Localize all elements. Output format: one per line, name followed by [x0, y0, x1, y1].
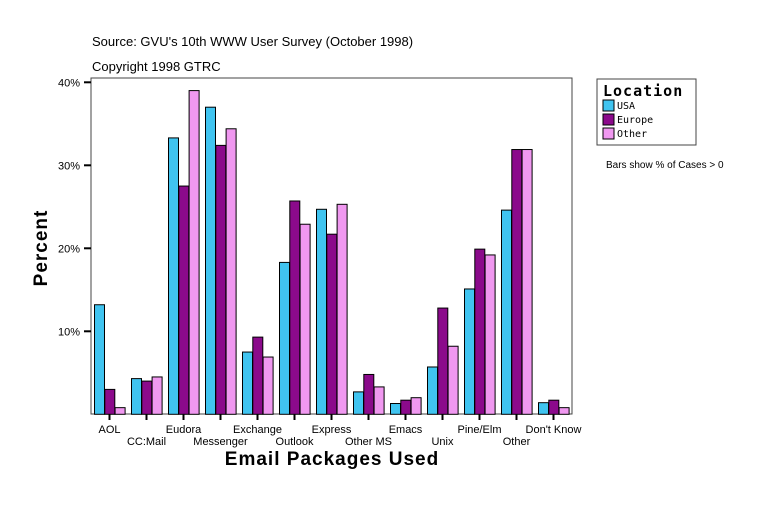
legend-swatch-europe [602, 113, 615, 126]
bar-other-0 [114, 407, 126, 415]
bar-usa-5 [279, 261, 290, 415]
bar-europe-2 [178, 185, 190, 415]
bar-usa-8 [390, 403, 401, 415]
legend-label: USA [617, 101, 635, 112]
bar-usa-3 [205, 106, 216, 415]
bar-usa-1 [131, 378, 142, 415]
bar-europe-12 [548, 399, 560, 415]
bar-other-9 [447, 345, 459, 415]
bar-other-3 [225, 128, 237, 415]
bar-usa-2 [168, 137, 179, 415]
legend-label: Europe [617, 115, 653, 126]
bar-europe-4 [252, 336, 264, 415]
bar-europe-10 [474, 248, 486, 415]
y-axis-title: Percent [31, 210, 52, 287]
x-tick-label: Eudora [166, 424, 202, 436]
bar-other-8 [410, 397, 422, 415]
x-tick-label: CC:Mail [127, 436, 166, 448]
y-tick-label: 30% [58, 160, 80, 172]
x-tick-label: Messenger [193, 436, 248, 448]
bar-other-12 [558, 407, 570, 415]
copyright-text: Copyright 1998 GTRC [92, 59, 221, 74]
bar-usa-6 [316, 208, 327, 415]
bar-usa-0 [94, 304, 105, 415]
x-tick-label: Other MS [345, 436, 392, 448]
x-tick-label: Don't Know [526, 424, 582, 436]
note-text: Bars show % of Cases > 0 [606, 160, 724, 171]
bar-usa-11 [501, 209, 512, 415]
legend-label: Other [617, 129, 647, 140]
y-tick-label: 20% [58, 243, 80, 255]
bar-other-7 [373, 386, 385, 415]
bar-other-6 [336, 203, 348, 415]
bar-usa-10 [464, 288, 475, 415]
bar-other-11 [521, 149, 533, 415]
legend-title: Location [603, 82, 683, 100]
bar-europe-8 [400, 399, 412, 415]
x-tick-label: Other [503, 436, 531, 448]
x-tick-label: AOL [98, 424, 120, 436]
legend: Location USA Europe Other [596, 78, 697, 146]
x-axis-title: Email Packages Used [225, 449, 439, 470]
bar-europe-5 [289, 200, 301, 415]
legend-swatch-other [602, 127, 615, 140]
x-tick-label: Exchange [233, 424, 282, 436]
bar-europe-11 [511, 149, 523, 415]
x-tick-label: Unix [431, 436, 454, 448]
bar-other-1 [151, 376, 163, 415]
bar-usa-9 [427, 366, 438, 415]
legend-swatch-usa [602, 99, 615, 112]
bar-other-4 [262, 356, 274, 415]
bar-europe-7 [363, 373, 375, 415]
x-tick-label: Express [312, 424, 352, 436]
source-text: Source: GVU's 10th WWW User Survey (Octo… [92, 34, 413, 49]
bar-other-10 [484, 254, 496, 415]
bar-other-2 [188, 90, 200, 415]
bar-usa-4 [242, 351, 253, 415]
x-tick-label: Emacs [389, 424, 423, 436]
bar-usa-7 [353, 391, 364, 415]
bar-europe-3 [215, 144, 227, 415]
bar-europe-1 [141, 380, 153, 415]
x-tick-label: Outlook [276, 436, 314, 448]
bar-europe-6 [326, 233, 338, 415]
y-tick-label: 10% [58, 326, 80, 338]
x-tick-label: Pine/Elm [457, 424, 501, 436]
bar-other-5 [299, 223, 311, 415]
y-tick-label: 40% [58, 77, 80, 89]
legend-box [596, 78, 697, 146]
bar-europe-0 [104, 388, 116, 415]
bar-europe-9 [437, 307, 449, 415]
bar-usa-12 [538, 402, 549, 415]
